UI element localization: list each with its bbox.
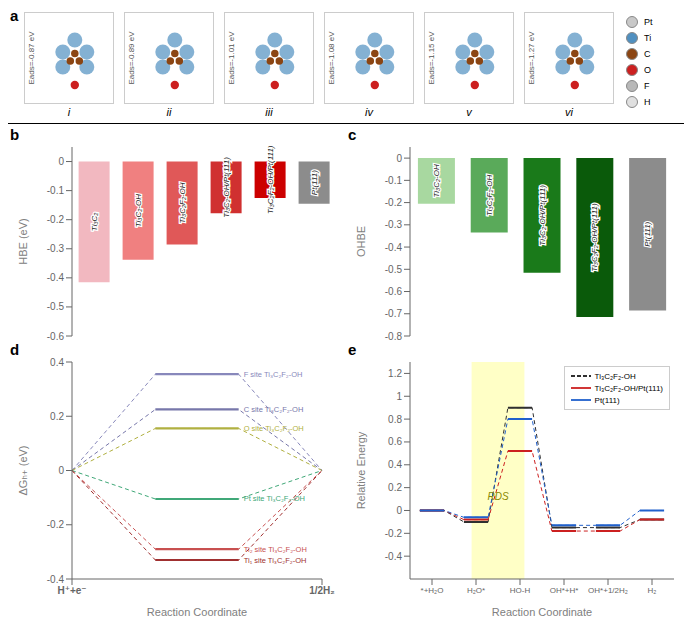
svg-text:Ti₁ site Ti₃C₂F₂-OH: Ti₁ site Ti₃C₂F₂-OH: [244, 556, 307, 565]
svg-text:OH*+1/2H₂: OH*+1/2H₂: [588, 586, 628, 595]
html-text:vi: vi: [565, 106, 573, 118]
svg-text:Ti₃C₂-OH/Pt(111): Ti₃C₂-OH/Pt(111): [538, 185, 547, 246]
svg-text:0: 0: [396, 153, 402, 164]
svg-text:-0.1: -0.1: [47, 185, 65, 196]
svg-text:0: 0: [58, 465, 64, 476]
html-text:H: H: [644, 97, 651, 107]
svg-text:0.2: 0.2: [388, 482, 402, 493]
html-text:Eads=-0.89 eV: Eads=-0.89 eV: [127, 31, 136, 85]
svg-text:-0.4: -0.4: [47, 272, 65, 283]
html-text:Pt(111): Pt(111): [594, 395, 620, 405]
svg-text:C site Ti₃C₂F₂-OH: C site Ti₃C₂F₂-OH: [244, 405, 304, 414]
svg-text:-0.8: -0.8: [385, 331, 403, 342]
svg-text:-0.1: -0.1: [385, 175, 403, 186]
html-text:e: e: [348, 341, 357, 358]
svg-text:*+H₂O: *+H₂O: [421, 586, 444, 595]
svg-text:-0.4: -0.4: [385, 551, 403, 562]
html-text:Ti₃C₂F₂-OH: Ti₃C₂F₂-OH: [594, 371, 636, 381]
html-text:Eads=-1.01 eV: Eads=-1.01 eV: [227, 31, 236, 85]
svg-text:1.2: 1.2: [388, 368, 402, 379]
svg-text:-0.5: -0.5: [47, 301, 65, 312]
svg-text:Ti₃C₂F₂-OH/Pt(111): Ti₃C₂F₂-OH/Pt(111): [590, 203, 599, 272]
svg-text:-0.3: -0.3: [47, 243, 65, 254]
svg-text:-0.2: -0.2: [47, 519, 65, 530]
svg-text:0.4: 0.4: [50, 357, 64, 368]
html-text:iii: iii: [265, 106, 273, 118]
svg-text:0.8: 0.8: [388, 414, 402, 425]
svg-text:Pt(111): Pt(111): [310, 170, 319, 195]
svg-text:-0.5: -0.5: [385, 264, 403, 275]
svg-text:ΔGₕ₊ (eV): ΔGₕ₊ (eV): [17, 446, 29, 496]
svg-text:O site Ti₃C₂F₂-OH: O site Ti₃C₂F₂-OH: [244, 424, 304, 433]
svg-text:OH*+H*: OH*+H*: [550, 586, 579, 595]
svg-text:RDS: RDS: [487, 491, 508, 502]
svg-text:-0.4: -0.4: [47, 574, 65, 585]
svg-text:-0.6: -0.6: [47, 331, 65, 342]
svg-text:1/2H₂: 1/2H₂: [309, 585, 335, 596]
html-text:c: c: [348, 126, 357, 143]
svg-text:HBE (eV): HBE (eV): [17, 218, 29, 264]
svg-text:-0.2: -0.2: [385, 197, 403, 208]
html-text:ii: ii: [166, 106, 172, 118]
svg-text:Ti₃C₂F₂-OH/Pt(111): Ti₃C₂F₂-OH/Pt(111): [266, 145, 275, 214]
html-text:Pt: Pt: [644, 17, 653, 27]
html-text:Eads=-1.08 eV: Eads=-1.08 eV: [327, 31, 336, 85]
html-text:v: v: [466, 106, 472, 118]
svg-text:0: 0: [396, 505, 402, 516]
svg-text:Ti₃C₂-OH/Pt(111): Ti₃C₂-OH/Pt(111): [222, 157, 231, 218]
svg-text:Ti₃C₂: Ti₃C₂: [90, 213, 99, 232]
svg-text:Relative Energy: Relative Energy: [355, 431, 367, 509]
svg-text:Ti₃C₂F₂-OH: Ti₃C₂F₂-OH: [485, 175, 494, 216]
svg-text:Pt site Ti₃C₂F₂-OH: Pt site Ti₃C₂F₂-OH: [244, 494, 305, 503]
html-text:b: b: [10, 126, 20, 143]
svg-text:0.4: 0.4: [388, 459, 402, 470]
html-text:Eads=-1.15 eV: Eads=-1.15 eV: [427, 31, 436, 85]
svg-text:Ti₃C₂-OH: Ti₃C₂-OH: [432, 164, 441, 197]
svg-text:F site Ti₃C₂F₂-OH: F site Ti₃C₂F₂-OH: [244, 370, 303, 379]
svg-text:1: 1: [396, 391, 402, 402]
svg-text:OHBE: OHBE: [355, 226, 367, 257]
svg-text:Pt(111): Pt(111): [643, 221, 652, 246]
svg-text:Reaction Coordinate: Reaction Coordinate: [492, 606, 592, 618]
html-text:Ti: Ti: [644, 33, 652, 43]
svg-text:-0.3: -0.3: [385, 219, 403, 230]
html-text:Eads=-0.87 eV: Eads=-0.87 eV: [27, 31, 36, 85]
svg-text:H⁺+e⁻: H⁺+e⁻: [57, 585, 86, 596]
html-text:iv: iv: [365, 106, 373, 118]
svg-text:-0.2: -0.2: [385, 528, 403, 539]
svg-text:-0.6: -0.6: [385, 286, 403, 297]
svg-text:Reaction Coordinate: Reaction Coordinate: [147, 606, 247, 618]
html-text:C: C: [644, 49, 651, 59]
svg-text:0.6: 0.6: [388, 436, 402, 447]
html-text:d: d: [10, 341, 20, 358]
svg-text:-0.2: -0.2: [47, 214, 65, 225]
html-text:O: O: [644, 65, 651, 75]
svg-text:Ti₃C₂-OH: Ti₃C₂-OH: [134, 194, 143, 227]
html-text:Eads=-1.27 eV: Eads=-1.27 eV: [527, 31, 536, 85]
svg-text:0.2: 0.2: [50, 411, 64, 422]
svg-text:H₂: H₂: [648, 586, 657, 595]
html-text:a: a: [10, 7, 19, 24]
svg-text:Ti₂ site Ti₃C₂F₂-OH: Ti₂ site Ti₃C₂F₂-OH: [244, 545, 307, 554]
html-text:Ti₃C₂F₂-OH/Pt(111): Ti₃C₂F₂-OH/Pt(111): [594, 383, 663, 393]
svg-text:Ti₃C₂F₂-OH: Ti₃C₂F₂-OH: [178, 182, 187, 223]
svg-text:-0.7: -0.7: [385, 308, 403, 319]
svg-text:HO-H: HO-H: [510, 586, 531, 595]
svg-text:-0.4: -0.4: [385, 242, 403, 253]
svg-text:0: 0: [58, 156, 64, 167]
html-text:i: i: [67, 106, 71, 118]
html-text:F: F: [644, 81, 650, 91]
svg-text:H₂O*: H₂O*: [467, 586, 485, 595]
